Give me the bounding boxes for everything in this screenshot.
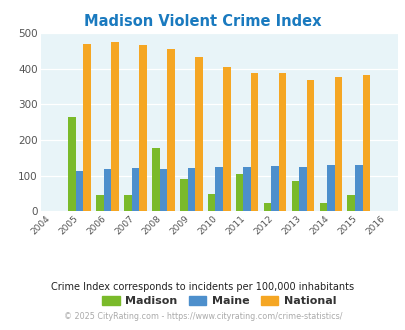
Bar (68, 117, 76, 211)
Bar (347, 195, 354, 211)
Bar (222, 67, 230, 211)
Bar (326, 165, 334, 211)
Bar (96, 195, 104, 211)
Bar (263, 203, 271, 211)
Bar (278, 73, 286, 211)
Bar (124, 195, 131, 211)
Bar (334, 77, 341, 211)
Bar (131, 168, 139, 211)
Bar (215, 167, 222, 211)
Bar (187, 168, 195, 211)
Bar (179, 179, 187, 211)
Bar (235, 174, 243, 211)
Text: © 2025 CityRating.com - https://www.cityrating.com/crime-statistics/: © 2025 CityRating.com - https://www.city… (64, 312, 341, 321)
Bar (167, 49, 174, 211)
Text: Madison Violent Crime Index: Madison Violent Crime Index (84, 14, 321, 29)
Bar (104, 169, 111, 211)
Bar (271, 166, 278, 211)
Bar (83, 44, 91, 211)
Bar (76, 171, 83, 211)
Bar (291, 181, 298, 211)
Bar (207, 194, 215, 211)
Bar (159, 169, 167, 211)
Bar (362, 75, 369, 211)
Bar (250, 73, 258, 211)
Bar (111, 42, 119, 211)
Bar (354, 165, 362, 211)
Bar (139, 45, 147, 211)
Bar (298, 167, 306, 211)
Legend: Madison, Maine, National: Madison, Maine, National (97, 292, 340, 311)
Bar (243, 167, 250, 211)
Text: Crime Index corresponds to incidents per 100,000 inhabitants: Crime Index corresponds to incidents per… (51, 282, 354, 292)
Bar (152, 148, 159, 211)
Bar (195, 57, 202, 211)
Bar (319, 203, 326, 211)
Bar (306, 80, 313, 211)
